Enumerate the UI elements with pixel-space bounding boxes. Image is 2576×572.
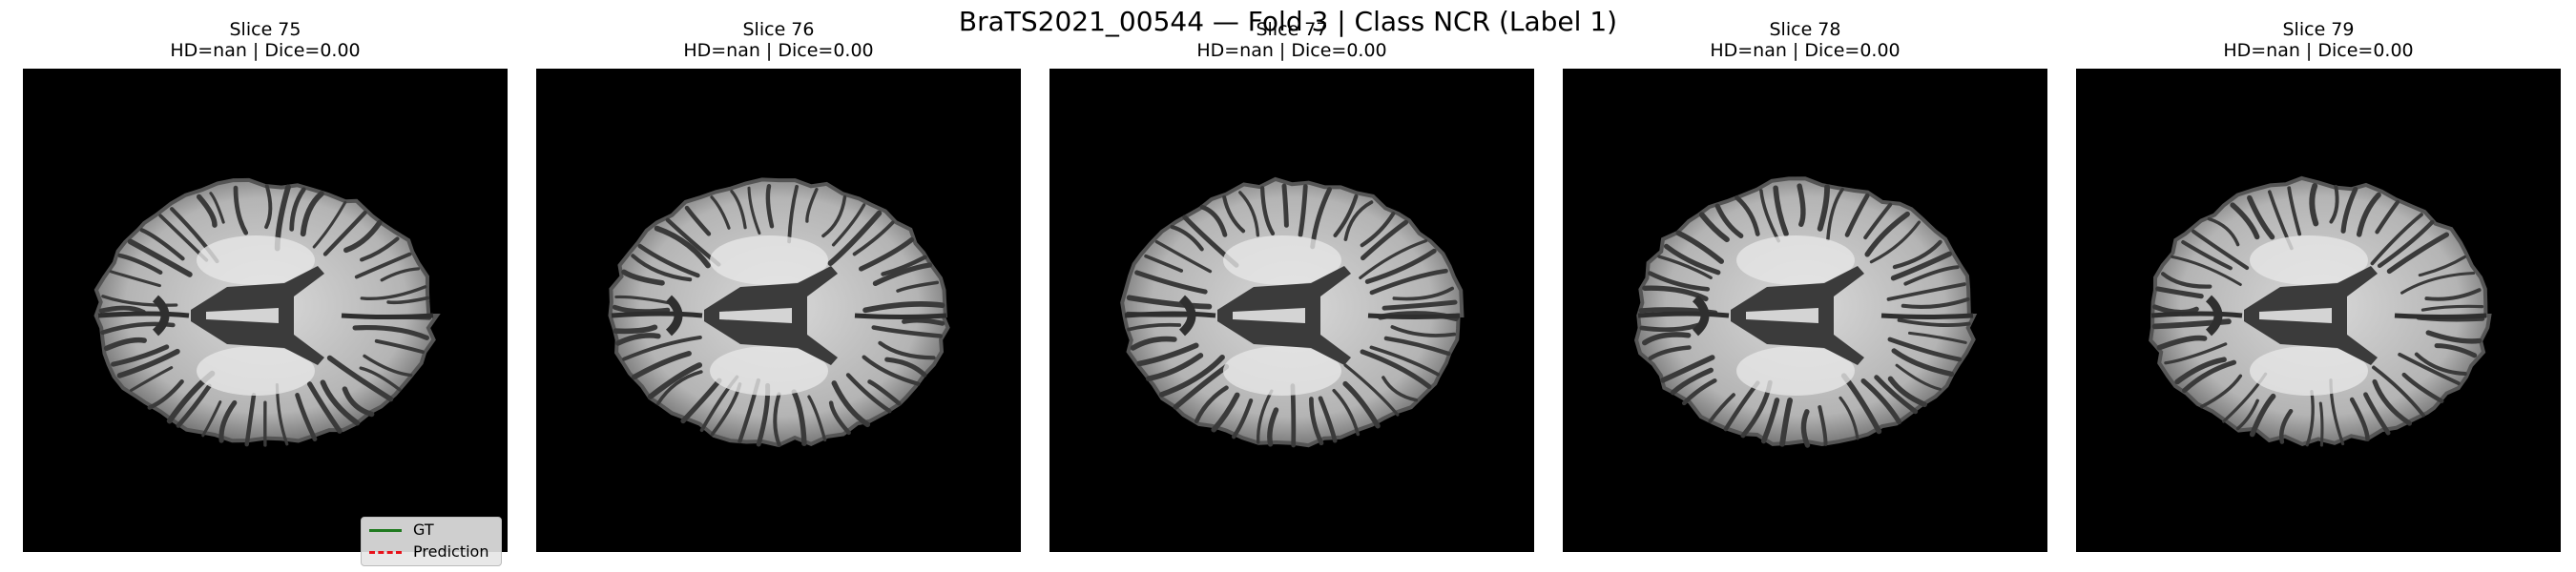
slice-label: Slice 79 (2282, 19, 2355, 40)
brain-slice-graphic (93, 177, 441, 447)
brain-slice-graphic (1634, 176, 1978, 448)
brain-tissue (1120, 176, 1465, 448)
legend-prediction: Prediction (369, 541, 488, 562)
brain-tissue (608, 177, 950, 448)
brain-slice-graphic (1120, 176, 1465, 448)
slice-metrics: HD=nan | Dice=0.00 (683, 40, 874, 61)
panel-title: Slice 76 HD=nan | Dice=0.00 (536, 19, 1021, 61)
slice-label: Slice 76 (742, 19, 815, 40)
panel-title: Slice 77 HD=nan | Dice=0.00 (1049, 19, 1534, 61)
slice-label: Slice 78 (1769, 19, 1841, 40)
mri-slice-image (2076, 69, 2561, 552)
slice-label: Slice 77 (1256, 19, 1328, 40)
mri-slice-image (536, 69, 1021, 552)
gt-line-swatch (369, 528, 402, 532)
mri-slice-image (23, 69, 508, 552)
mri-slice-image (1563, 69, 2047, 552)
panel-title: Slice 75 HD=nan | Dice=0.00 (23, 19, 508, 61)
legend: GT Prediction (361, 517, 502, 566)
legend-prediction-label: Prediction (413, 542, 489, 561)
brain-tissue (2149, 175, 2492, 447)
slice-metrics: HD=nan | Dice=0.00 (170, 40, 361, 61)
prediction-line-swatch (369, 550, 402, 554)
slice-panel-79: Slice 79 HD=nan | Dice=0.00 (2076, 0, 2561, 572)
slice-metrics: HD=nan | Dice=0.00 (1710, 40, 1901, 61)
panel-title: Slice 78 HD=nan | Dice=0.00 (1563, 19, 2047, 61)
legend-gt-label: GT (413, 521, 434, 539)
slice-panel-75: Slice 75 HD=nan | Dice=0.00 GT Predictio… (23, 0, 508, 572)
slice-panel-78: Slice 78 HD=nan | Dice=0.00 (1563, 0, 2047, 572)
panel-title: Slice 79 HD=nan | Dice=0.00 (2076, 19, 2561, 61)
slice-panel-77: Slice 77 HD=nan | Dice=0.00 (1049, 0, 1534, 572)
brain-tissue (1634, 176, 1978, 448)
brain-slice-graphic (608, 177, 950, 448)
slice-label: Slice 75 (229, 19, 301, 40)
slice-metrics: HD=nan | Dice=0.00 (1196, 40, 1387, 61)
figure-title: BraTS2021_00544 — Fold 3 | Class NCR (La… (958, 6, 1618, 37)
slice-metrics: HD=nan | Dice=0.00 (2223, 40, 2414, 61)
brain-slice-graphic (2149, 175, 2492, 447)
mri-slice-image (1049, 69, 1534, 552)
legend-gt: GT (369, 520, 434, 541)
brain-tissue (93, 177, 441, 447)
slice-panel-76: Slice 76 HD=nan | Dice=0.00 (536, 0, 1021, 572)
